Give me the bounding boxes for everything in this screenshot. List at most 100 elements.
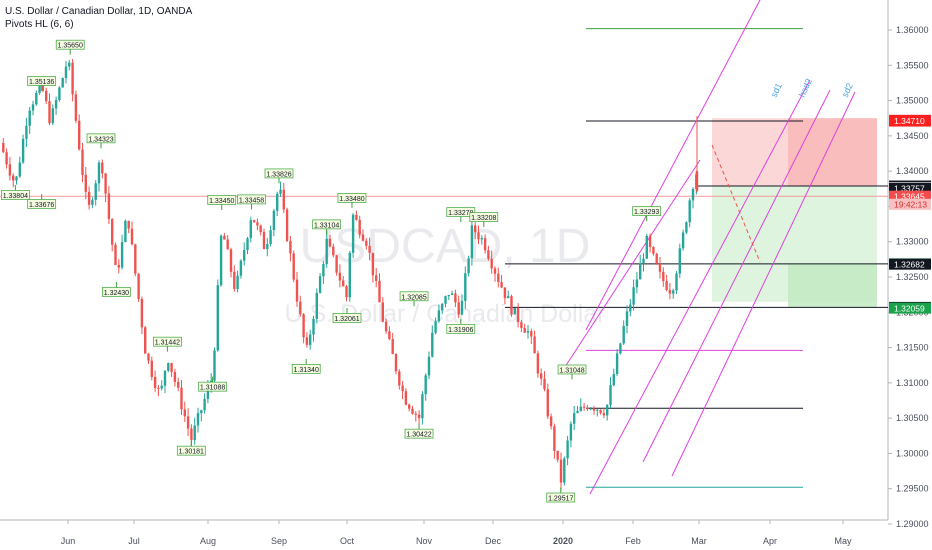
candle-body	[160, 385, 163, 389]
candle-body	[5, 152, 8, 165]
candle-body	[262, 231, 266, 250]
candle-body	[655, 253, 658, 264]
candle-body	[276, 193, 279, 211]
candle-body	[530, 331, 533, 337]
candle-body	[480, 238, 483, 240]
candle-body	[12, 175, 15, 181]
candle-body	[15, 176, 18, 181]
candle-body	[68, 62, 71, 67]
candle-body	[279, 189, 282, 194]
candle-body	[378, 280, 381, 303]
candle-body	[500, 282, 503, 288]
candle-body	[543, 378, 546, 390]
candle-body	[695, 171, 699, 191]
fib-channel-line	[589, 79, 811, 495]
pivot-label: 1.32061	[334, 316, 359, 323]
chart-header: U.S. Dollar / Canadian Dollar, 1D, OANDA…	[5, 5, 192, 31]
candle-body	[272, 210, 276, 231]
candle-body	[289, 240, 292, 254]
candle-body	[120, 242, 124, 268]
pivot-label: 1.30422	[406, 432, 431, 439]
candle-body	[361, 234, 365, 241]
candle-body	[441, 303, 444, 311]
price-axis-label-bg	[889, 258, 931, 270]
candle-body	[74, 94, 78, 121]
candle-body	[229, 249, 233, 272]
indicator-label[interactable]: Pivots HL (6, 6)	[5, 19, 74, 30]
candle-body	[305, 337, 309, 345]
candle-body	[8, 164, 12, 176]
candle-body	[639, 263, 642, 280]
candle-body	[325, 238, 328, 264]
candle-body	[678, 248, 681, 274]
candle-body	[309, 334, 312, 345]
candle-body	[629, 304, 632, 312]
candle-body	[414, 413, 417, 415]
candle-body	[450, 293, 454, 295]
pivot-label: 1.34323	[88, 136, 113, 143]
pivot-label-box	[332, 313, 362, 323]
candle-body	[61, 78, 64, 88]
candle-body	[497, 273, 500, 283]
price-axis-label-bg	[889, 182, 931, 194]
price-axis[interactable]	[888, 0, 932, 550]
candle-body	[483, 238, 487, 251]
x-tick-label: Aug	[200, 536, 216, 546]
candle-body	[559, 459, 563, 483]
candle-body	[196, 413, 200, 426]
candle-body	[177, 381, 180, 388]
pivot-label: 1.31088	[200, 385, 225, 392]
candle-body	[384, 321, 388, 332]
pivot-label-box	[198, 381, 227, 392]
pivot-label-box	[153, 336, 182, 347]
candle-body	[97, 162, 101, 184]
candle-body	[658, 263, 662, 272]
y-tick-label: 1.31500	[896, 343, 929, 353]
x-tick-label: May	[834, 536, 852, 546]
candle-body	[243, 249, 246, 261]
candle-body	[507, 296, 510, 299]
candle-body	[28, 110, 31, 126]
pivot-label: 1.33208	[471, 215, 496, 222]
price-axis-label: 19:42:13	[894, 200, 927, 210]
candle-body	[434, 321, 437, 333]
y-tick-label: 1.34000	[896, 166, 929, 176]
candle-body	[31, 104, 35, 111]
candle-body	[173, 371, 177, 382]
candle-body	[599, 409, 602, 414]
candle-body	[130, 228, 134, 245]
pivot-label-box	[446, 324, 476, 334]
price-axis-label: 1.32682	[894, 259, 925, 269]
candle-body	[401, 385, 404, 392]
candle-body	[411, 408, 414, 414]
candle-body	[454, 293, 457, 303]
candle-body	[635, 279, 639, 288]
pivot-label-box	[312, 219, 341, 230]
projection-line	[711, 144, 761, 263]
candle-body	[348, 252, 351, 298]
candle-body	[302, 314, 305, 338]
price-axis-label-bg	[889, 198, 931, 210]
candle-body	[368, 245, 371, 253]
candle-body	[490, 258, 493, 269]
candle-body	[54, 99, 58, 109]
candle-body	[216, 285, 219, 351]
candle-body	[388, 331, 391, 339]
candle-body	[513, 307, 516, 315]
candle-body	[78, 120, 81, 150]
candle-body	[391, 338, 394, 355]
candle-body	[134, 244, 137, 274]
candle-body	[87, 191, 91, 205]
candle-body	[285, 209, 289, 241]
pivot-label-box	[55, 39, 85, 50]
price-axis-label-bg	[889, 115, 931, 127]
candle-body	[467, 258, 470, 274]
candle-body	[64, 66, 68, 79]
candle-body	[573, 413, 576, 424]
candle-body	[163, 370, 167, 386]
pivot-label: 1.33826	[266, 171, 291, 178]
pivot-label-box	[237, 194, 266, 205]
candle-body	[602, 413, 606, 416]
candle-body	[520, 322, 523, 328]
